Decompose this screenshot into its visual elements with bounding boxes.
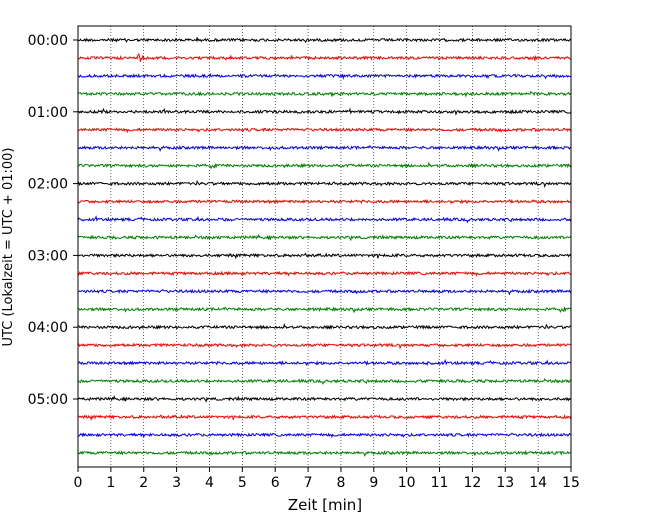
trace-line [77, 233, 572, 242]
trace-line [77, 288, 572, 296]
x-tick-label: 9 [369, 475, 378, 491]
trace-line [77, 252, 572, 260]
trace-line [77, 144, 572, 152]
trace-line [77, 180, 572, 189]
plot-frame [77, 25, 572, 468]
y-tick-label: 00:00 [28, 33, 68, 49]
trace-line [77, 450, 572, 457]
trace-line [77, 358, 572, 367]
trace-line [77, 127, 572, 134]
x-tick-label: 6 [271, 475, 280, 491]
x-tick-label: 14 [529, 475, 547, 491]
y-tick-label: 04:00 [28, 320, 68, 336]
x-tick-label: 15 [562, 475, 580, 491]
x-tick-label: 12 [463, 475, 481, 491]
trace-line [77, 198, 572, 205]
trace-line [77, 323, 572, 331]
trace-line [77, 161, 572, 170]
trace-group [77, 37, 572, 457]
y-axis-ticks: 00:00 01:00 02:00 03:00 04:00 05:00 [28, 33, 78, 408]
x-tick-label: 10 [398, 475, 416, 491]
y-tick-label: 01:00 [28, 105, 68, 121]
x-axis-ticks: 0 1 2 3 4 5 6 7 8 9 10 11 12 13 14 15 [74, 467, 580, 491]
trace-line [77, 215, 572, 224]
trace-line [77, 432, 572, 439]
x-tick-label: 8 [336, 475, 345, 491]
trace-line [77, 395, 572, 403]
trace-line [77, 270, 572, 277]
trace-line [77, 90, 572, 98]
x-tick-label: 7 [304, 475, 313, 491]
trace-line [77, 53, 572, 62]
x-tick-label: 3 [172, 475, 181, 491]
x-tick-label: 0 [74, 475, 83, 491]
trace-line [77, 306, 572, 314]
y-tick-label: 03:00 [28, 248, 68, 264]
trace-line [77, 342, 572, 350]
y-tick-label: 05:00 [28, 392, 68, 408]
x-tick-label: 5 [238, 475, 247, 491]
trace-line [77, 37, 572, 44]
trace-line [77, 377, 572, 385]
y-axis-label: UTC (Lokalzeit = UTC + 01:00) [1, 148, 16, 347]
trace-line [77, 413, 572, 422]
x-tick-label: 11 [431, 475, 449, 491]
trace-line [77, 107, 572, 116]
x-axis-label: Zeit [min] [288, 496, 362, 514]
x-tick-label: 13 [496, 475, 514, 491]
x-tick-label: 1 [106, 475, 115, 491]
x-tick-label: 4 [205, 475, 214, 491]
trace-line [77, 72, 572, 80]
x-tick-label: 2 [139, 475, 148, 491]
y-tick-label: 02:00 [28, 177, 68, 193]
